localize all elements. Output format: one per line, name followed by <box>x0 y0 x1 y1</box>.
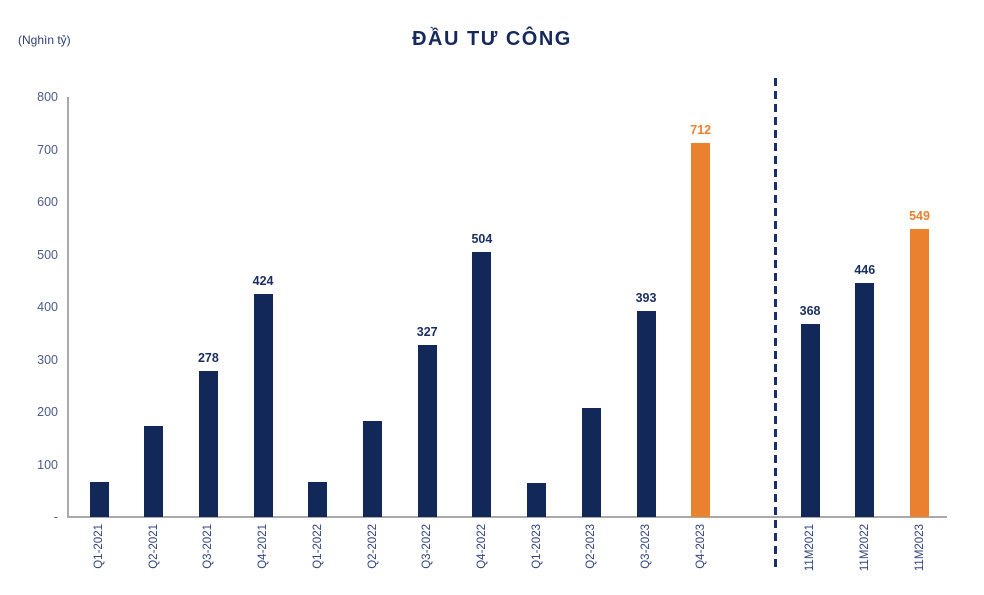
bar-value-label: 393 <box>635 290 657 305</box>
y-axis-unit-label: (Nghìn tỷ) <box>18 33 71 47</box>
bar-value-label: 504 <box>471 232 493 247</box>
y-tick-label: 800 <box>37 90 58 104</box>
bar-Q2-2021 <box>144 426 164 517</box>
bar-value-label: 712 <box>690 123 712 138</box>
bar-Q3-2022 <box>417 345 437 517</box>
chart-title: ĐẦU TƯ CÔNG <box>412 28 572 50</box>
bar-value-label: 549 <box>909 208 930 223</box>
x-axis-label: Q3-2023 <box>640 524 652 569</box>
y-tick-label: 700 <box>37 142 58 157</box>
bar-11M2022 <box>855 282 875 517</box>
bar-Q4-2021 <box>253 294 273 517</box>
x-axis-label: Q2-2021 <box>147 524 160 569</box>
y-tick-label: 600 <box>37 195 58 209</box>
x-axis-label: Q3-2021 <box>202 524 215 569</box>
bar-value-label: 424 <box>252 274 274 289</box>
x-axis-label: Q2-2022 <box>366 524 379 569</box>
y-axis-line <box>67 97 69 517</box>
x-axis-label: Q2-2023 <box>585 524 598 569</box>
separator-dashed-line <box>774 78 777 570</box>
bar-value-label: 327 <box>416 325 438 340</box>
bar-value-label: 278 <box>197 351 219 366</box>
y-tick-label: 400 <box>37 300 58 314</box>
x-axis-label: Q3-2022 <box>421 524 434 569</box>
x-axis-label: Q4-2021 <box>257 524 270 569</box>
x-axis-label: Q1-2021 <box>93 524 105 569</box>
bar-11M2021 <box>800 323 820 517</box>
x-axis-line <box>67 516 947 518</box>
x-axis-label: Q1-2022 <box>311 524 324 569</box>
bar-Q2-2022 <box>363 420 382 517</box>
y-tick-label: 100 <box>37 457 58 472</box>
y-tick-label: 500 <box>37 247 58 262</box>
bar-Q4-2022 <box>472 252 492 517</box>
y-tick-label: 300 <box>37 352 58 367</box>
y-tick-label: 200 <box>37 405 58 419</box>
bar-Q1-2021 <box>89 481 109 517</box>
bar-Q1-2022 <box>308 481 328 517</box>
bar-Q1-2023 <box>527 482 547 517</box>
y-tick-label: - <box>53 510 58 524</box>
x-axis-label: Q4-2023 <box>694 524 707 569</box>
bar-11M2023 <box>910 228 929 517</box>
bar-value-label: 368 <box>799 303 821 318</box>
x-axis-label: Q1-2023 <box>530 524 543 569</box>
x-axis-label: 11M2023 <box>913 524 926 572</box>
bar-Q3-2023 <box>636 310 656 517</box>
bar-Q4-2023 <box>691 143 711 517</box>
x-axis-label: Q4-2022 <box>475 524 488 569</box>
bar-value-label: 446 <box>854 262 876 277</box>
x-axis-label: 11M2021 <box>804 524 817 572</box>
x-axis-label: 11M2022 <box>858 524 871 572</box>
bar-Q3-2021 <box>198 371 218 517</box>
bar-Q2-2023 <box>581 408 601 517</box>
